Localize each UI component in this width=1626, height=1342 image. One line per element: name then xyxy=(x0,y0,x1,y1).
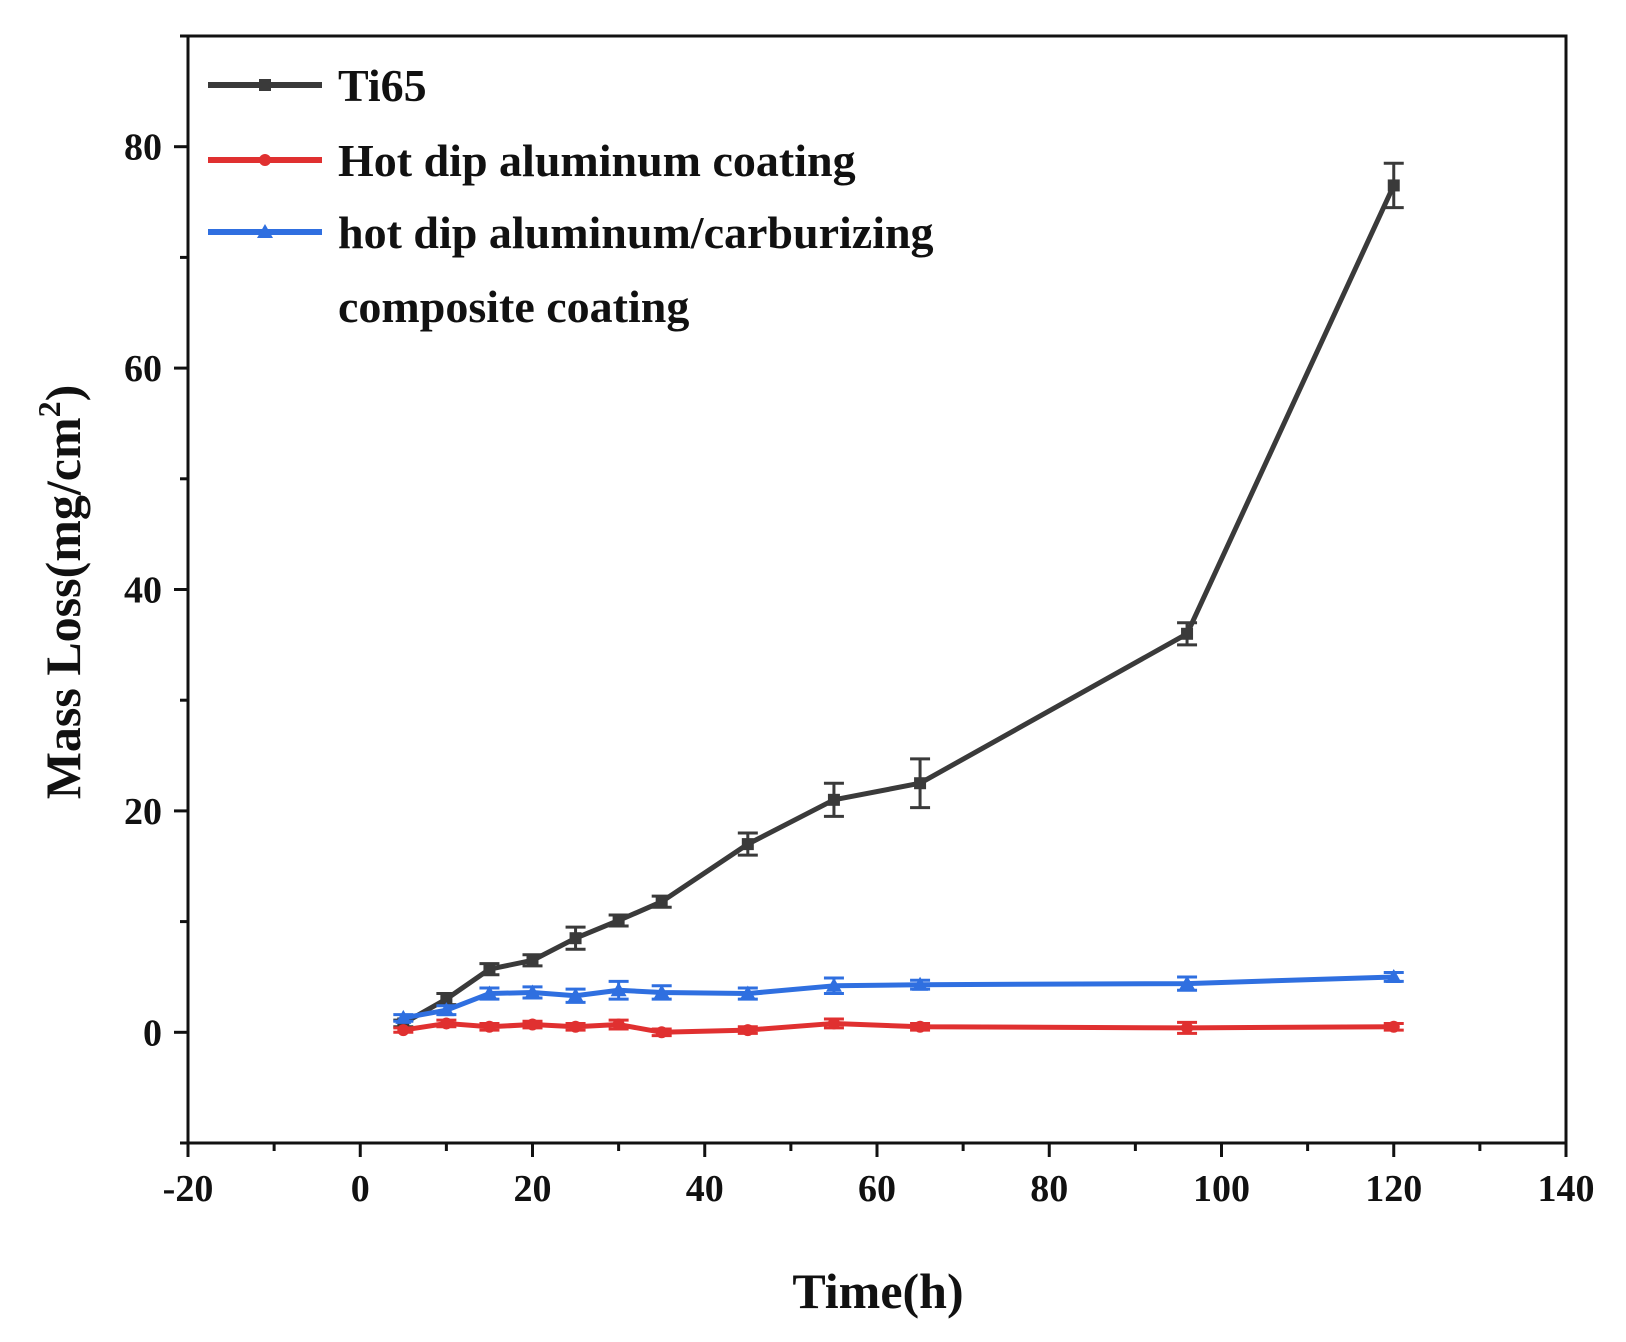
series-2 xyxy=(393,1017,1404,1039)
data-point xyxy=(825,977,842,992)
legend-label-2: Hot dip aluminum coating xyxy=(338,135,856,186)
data-point xyxy=(741,838,754,851)
data-point xyxy=(483,963,496,976)
data-point xyxy=(397,1024,410,1037)
data-point xyxy=(483,1020,496,1033)
data-point xyxy=(567,987,584,1002)
legend-marker-1 xyxy=(259,79,271,91)
x-axis-title: Time(h) xyxy=(792,1263,963,1319)
data-point xyxy=(655,895,668,908)
x-tick-label: 0 xyxy=(351,1168,370,1210)
series-line xyxy=(402,974,1394,1021)
data-point xyxy=(395,1009,412,1024)
x-tick-label: 60 xyxy=(858,1168,896,1210)
legend: Ti65 Hot dip aluminum coating hot dip alum… xyxy=(208,60,934,332)
legend-label-3: hot dip aluminum/carburizing xyxy=(338,207,934,258)
data-point xyxy=(827,1017,840,1030)
data-point xyxy=(481,985,498,1000)
data-point xyxy=(827,793,840,806)
data-point xyxy=(612,1018,625,1031)
y-axis-title-main: Mass Loss(mg/cm xyxy=(35,417,91,799)
series-1 xyxy=(393,161,1404,1030)
data-point xyxy=(914,777,927,790)
data-point xyxy=(914,1020,927,1033)
x-tick-label: 100 xyxy=(1193,1168,1250,1210)
y-tick-label: 80 xyxy=(124,127,162,169)
y-axis-title: Mass Loss(mg/cm2) xyxy=(31,385,91,800)
y-tick-label: 40 xyxy=(124,570,162,612)
data-point xyxy=(1181,627,1194,640)
series-line xyxy=(402,1020,1394,1035)
x-tick-label: 40 xyxy=(686,1168,724,1210)
y-tick-label: 20 xyxy=(124,791,162,833)
y-tick-label: 60 xyxy=(124,348,162,390)
series-3 xyxy=(393,968,1404,1024)
x-tick-label: -20 xyxy=(163,1168,214,1210)
data-point xyxy=(912,976,929,991)
data-point xyxy=(569,932,582,945)
data-point xyxy=(1387,1020,1400,1033)
legend-marker-3 xyxy=(257,224,273,238)
axis-ticks: -20 0 20 40 60 80 100 120 140 0 20 40 60 80 xyxy=(124,34,1595,1210)
data-point xyxy=(1181,1021,1194,1034)
data-point xyxy=(526,1018,539,1031)
data-point xyxy=(612,914,625,927)
data-point xyxy=(1179,975,1196,990)
y-tick-label: 0 xyxy=(143,1012,162,1054)
data-point xyxy=(610,982,627,997)
data-point xyxy=(655,1026,668,1039)
y-axis-title-superscript: 2 xyxy=(31,401,67,417)
legend-label-1: Ti65 xyxy=(338,60,427,111)
data-point xyxy=(653,984,670,999)
data-point xyxy=(438,1002,455,1017)
x-tick-label: 140 xyxy=(1538,1168,1595,1210)
series-layer xyxy=(393,161,1404,1039)
x-tick-label: 80 xyxy=(1030,1168,1068,1210)
y-axis-title-suffix: ) xyxy=(35,385,91,402)
legend-marker-2 xyxy=(259,154,271,166)
data-point xyxy=(569,1020,582,1033)
data-point xyxy=(524,984,541,999)
data-point xyxy=(526,954,539,967)
data-point xyxy=(440,1017,453,1030)
data-point xyxy=(440,993,453,1006)
data-point xyxy=(741,1024,754,1037)
x-tick-label: 120 xyxy=(1365,1168,1422,1210)
data-point xyxy=(1385,968,1402,983)
legend-label-3-cont: composite coating xyxy=(338,281,689,332)
x-tick-label: 20 xyxy=(514,1168,552,1210)
data-point xyxy=(739,985,756,1000)
data-point xyxy=(1387,179,1400,192)
